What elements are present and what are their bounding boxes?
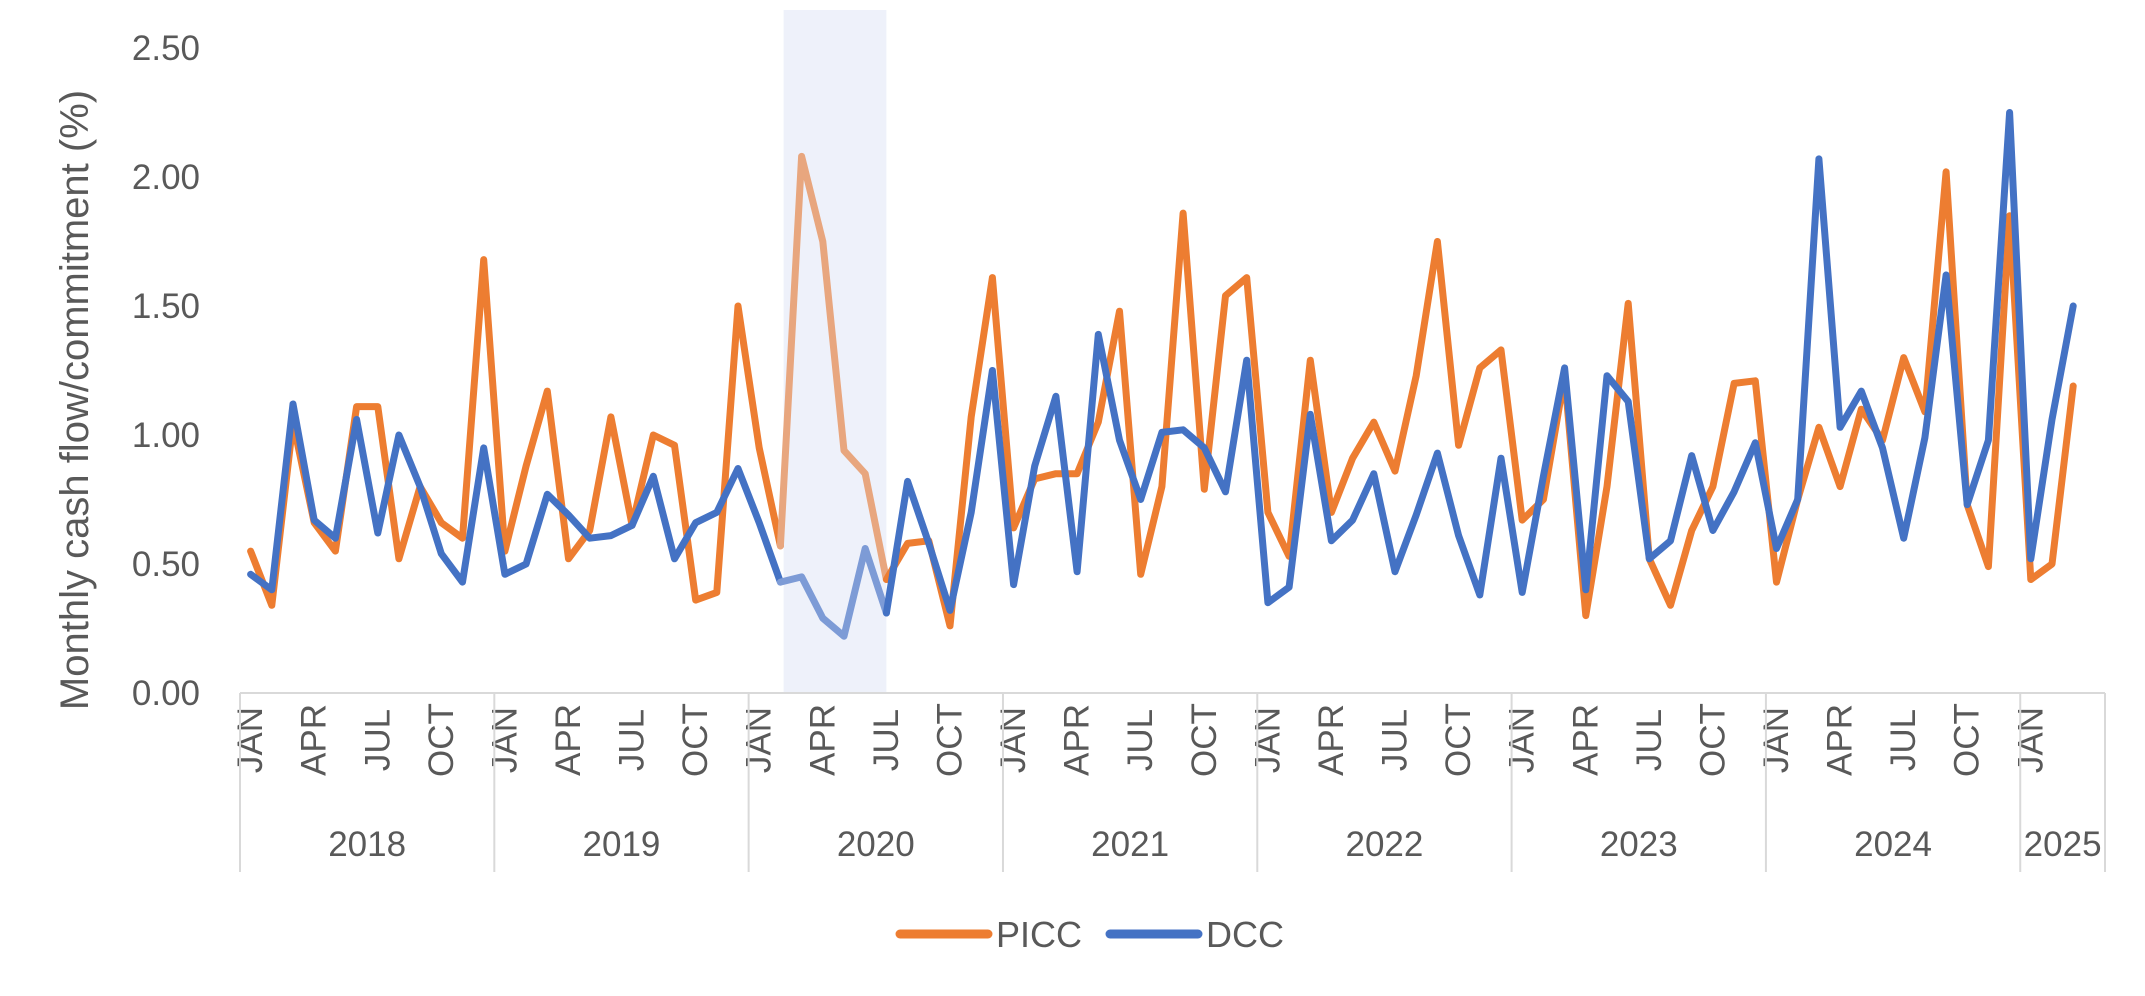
x-month-tick-label: APR	[1821, 704, 1860, 776]
x-month-tick-label: JUL	[1376, 709, 1415, 771]
series-line-picc	[882, 168, 2077, 630]
x-year-label: 2021	[1091, 825, 1169, 864]
x-month-tick-label: JUL	[867, 709, 906, 771]
x-month-tick-label: JAN	[1503, 707, 1542, 773]
x-month-tick-label: APR	[295, 704, 334, 776]
y-tick-label: 0.00	[132, 674, 200, 713]
x-month-tick-label: JUL	[1884, 709, 1923, 771]
y-axis-title: Monthly cash flow/commitment (%)	[53, 90, 97, 710]
series-line-picc	[247, 256, 784, 609]
x-month-tick-label: OCT	[1439, 703, 1478, 777]
x-month-tick-label: OCT	[676, 703, 715, 777]
y-tick-label: 2.50	[132, 29, 200, 68]
legend-label-dcc: DCC	[1206, 914, 1284, 955]
x-month-tick-label: JAN	[1757, 707, 1796, 773]
series-line-dcc	[776, 545, 890, 640]
x-month-tick-label: JUL	[1121, 709, 1160, 771]
series-line-dcc	[247, 400, 784, 594]
x-year-label: 2020	[837, 825, 915, 864]
series-line-picc	[776, 152, 890, 583]
x-year-label: 2022	[1345, 825, 1423, 864]
series-dcc	[247, 109, 2077, 640]
x-month-tick-label: JAN	[485, 707, 524, 773]
x-month-tick-label: OCT	[1185, 703, 1224, 777]
x-month-tick-label: OCT	[1693, 703, 1732, 777]
x-month-tick-label: JAN	[994, 707, 1033, 773]
x-year-label: 2023	[1600, 825, 1678, 864]
legend: PICC DCC	[895, 914, 1284, 955]
legend-label-picc: PICC	[996, 914, 1082, 955]
x-month-tick-label: OCT	[422, 703, 461, 777]
x-month-tick-label: APR	[549, 704, 588, 776]
x-tick-labels: JAN APR JUL OCT JAN APR JUL OCT JAN APR JUL OCT JAN A…	[231, 693, 2106, 872]
series-picc	[247, 152, 2077, 630]
x-year-label: 2018	[328, 825, 406, 864]
x-year-label: 2024	[1854, 825, 1932, 864]
x-month-tick-label: JUL	[613, 709, 652, 771]
y-tick-label: 2.00	[132, 158, 200, 197]
series-line-dcc	[882, 109, 2077, 617]
x-month-tick-label: JAN	[740, 707, 779, 773]
x-month-tick-label: APR	[803, 704, 842, 776]
x-month-tick-label: JAN	[2011, 707, 2050, 773]
x-month-tick-label: JUL	[358, 709, 397, 771]
x-month-tick-label: OCT	[930, 703, 969, 777]
x-month-tick-label: OCT	[1948, 703, 1987, 777]
x-year-label: 2019	[583, 825, 661, 864]
y-tick-label: 1.50	[132, 287, 200, 326]
x-month-tick-label: APR	[1566, 704, 1605, 776]
y-tick-label: 1.00	[132, 416, 200, 455]
y-tick-labels: 0.00 0.50 1.00 1.50 2.00 2.50	[132, 29, 200, 713]
x-month-tick-label: JAN	[231, 707, 270, 773]
x-month-tick-label: APR	[1312, 704, 1351, 776]
x-month-tick-label: JAN	[1248, 707, 1287, 773]
y-tick-label: 0.50	[132, 545, 200, 584]
x-month-tick-label: JUL	[1630, 709, 1669, 771]
x-month-tick-label: APR	[1058, 704, 1097, 776]
x-year-label: 2025	[2024, 825, 2102, 864]
series-layer	[247, 109, 2077, 640]
